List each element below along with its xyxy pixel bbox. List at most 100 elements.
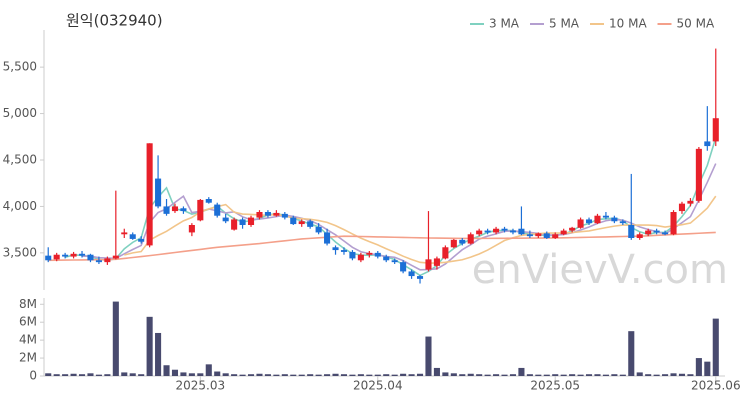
volume-bar (569, 374, 576, 376)
candle-body (408, 271, 415, 277)
x-tick-label: 2025.04 (353, 379, 403, 393)
y-tick-label: 4,500 (3, 153, 37, 167)
volume-bar (197, 373, 204, 376)
volume-bar (95, 374, 102, 376)
volume-bar (670, 373, 677, 376)
candle-body (577, 219, 584, 228)
candle-body (315, 226, 322, 233)
candle-body (442, 247, 449, 259)
volume-bar (214, 371, 221, 376)
volume-bar (374, 374, 381, 376)
x-tick-label: 2025.05 (530, 379, 580, 393)
volume-bar (493, 374, 500, 376)
volume-bar (349, 374, 356, 376)
candle-body (366, 252, 373, 255)
candle-body (239, 219, 246, 225)
volume-bar (324, 374, 331, 376)
candle-body (290, 217, 297, 225)
candle-body (501, 228, 508, 231)
candle-body (70, 253, 77, 257)
volume-bar (467, 373, 474, 376)
volume-bar (112, 301, 119, 376)
candle-body (569, 227, 576, 231)
candle-body (509, 230, 517, 233)
volume-bar (509, 374, 517, 376)
candle-body (332, 247, 339, 251)
candle-body (298, 221, 305, 225)
volume-bar (222, 373, 229, 376)
volume-bar (585, 374, 593, 376)
volume-bar (307, 374, 314, 376)
candle-body (129, 234, 136, 239)
volume-bar (653, 374, 660, 376)
legend-label: 5 MA (549, 17, 580, 31)
candle-body (188, 225, 195, 233)
candle-body (264, 212, 271, 216)
y-tick-label: 3,500 (3, 245, 37, 259)
candle-body (526, 234, 533, 237)
candle-body (535, 233, 542, 237)
volume-bar (62, 374, 69, 376)
candle-body (163, 206, 170, 214)
volume-bar (188, 373, 195, 376)
legend-label: 10 MA (609, 17, 647, 31)
volume-bar (704, 361, 711, 376)
candle-body (628, 225, 635, 238)
volume-bar (543, 374, 550, 376)
x-tick-label: 2025.03 (176, 379, 226, 393)
candle-body (112, 255, 119, 259)
volume-bar (518, 367, 525, 376)
volume-bar (442, 372, 449, 376)
volume-bar (594, 374, 601, 376)
volume-bar (138, 374, 145, 376)
candle-body (357, 254, 364, 261)
volume-bar (340, 374, 348, 376)
volume-bar (628, 331, 635, 376)
candle-body (594, 215, 601, 224)
candle-body (205, 199, 212, 203)
volume-bar (332, 373, 339, 376)
volume-bar (662, 374, 669, 376)
candle-body (518, 228, 525, 235)
volume-bar (247, 374, 255, 376)
candle-body (256, 212, 263, 218)
volume-bar (163, 365, 170, 376)
volume-bar (645, 374, 652, 376)
y-tick-label: 8M (19, 297, 37, 311)
candle-body (476, 230, 483, 235)
volume-bar (450, 373, 457, 376)
candle-body (374, 252, 381, 257)
volume-bar (383, 374, 390, 376)
volume-bar (552, 374, 559, 376)
volume-bar (526, 374, 533, 376)
volume-bar (264, 374, 271, 376)
ma-line (124, 195, 717, 264)
candle-body (678, 203, 686, 212)
candle-body (543, 233, 550, 238)
ma-line (48, 231, 716, 262)
volume-bar (53, 374, 60, 376)
candle-body (78, 253, 86, 256)
candle-body (222, 217, 229, 222)
legend-label: 50 MA (677, 17, 715, 31)
candle-body (214, 204, 221, 216)
volume-bar (484, 374, 491, 376)
candle-body (695, 148, 702, 201)
ma-line (82, 163, 717, 271)
legend-label: 3 MA (489, 17, 520, 31)
candle-body (459, 239, 466, 244)
volume-bar (501, 374, 508, 376)
candle-body (197, 199, 204, 221)
volume-bar (391, 374, 398, 376)
candle-body (467, 234, 474, 244)
y-tick-label: 4,000 (3, 199, 37, 213)
x-tick-label: 2025.06 (691, 379, 741, 393)
candle-body (416, 276, 424, 279)
volume-bar (433, 367, 440, 376)
volume-bar (256, 373, 263, 376)
volume-bar (129, 373, 136, 376)
chart-title: 원익(032940) (66, 12, 163, 30)
candle-body (138, 238, 145, 242)
volume-bar (171, 369, 179, 376)
